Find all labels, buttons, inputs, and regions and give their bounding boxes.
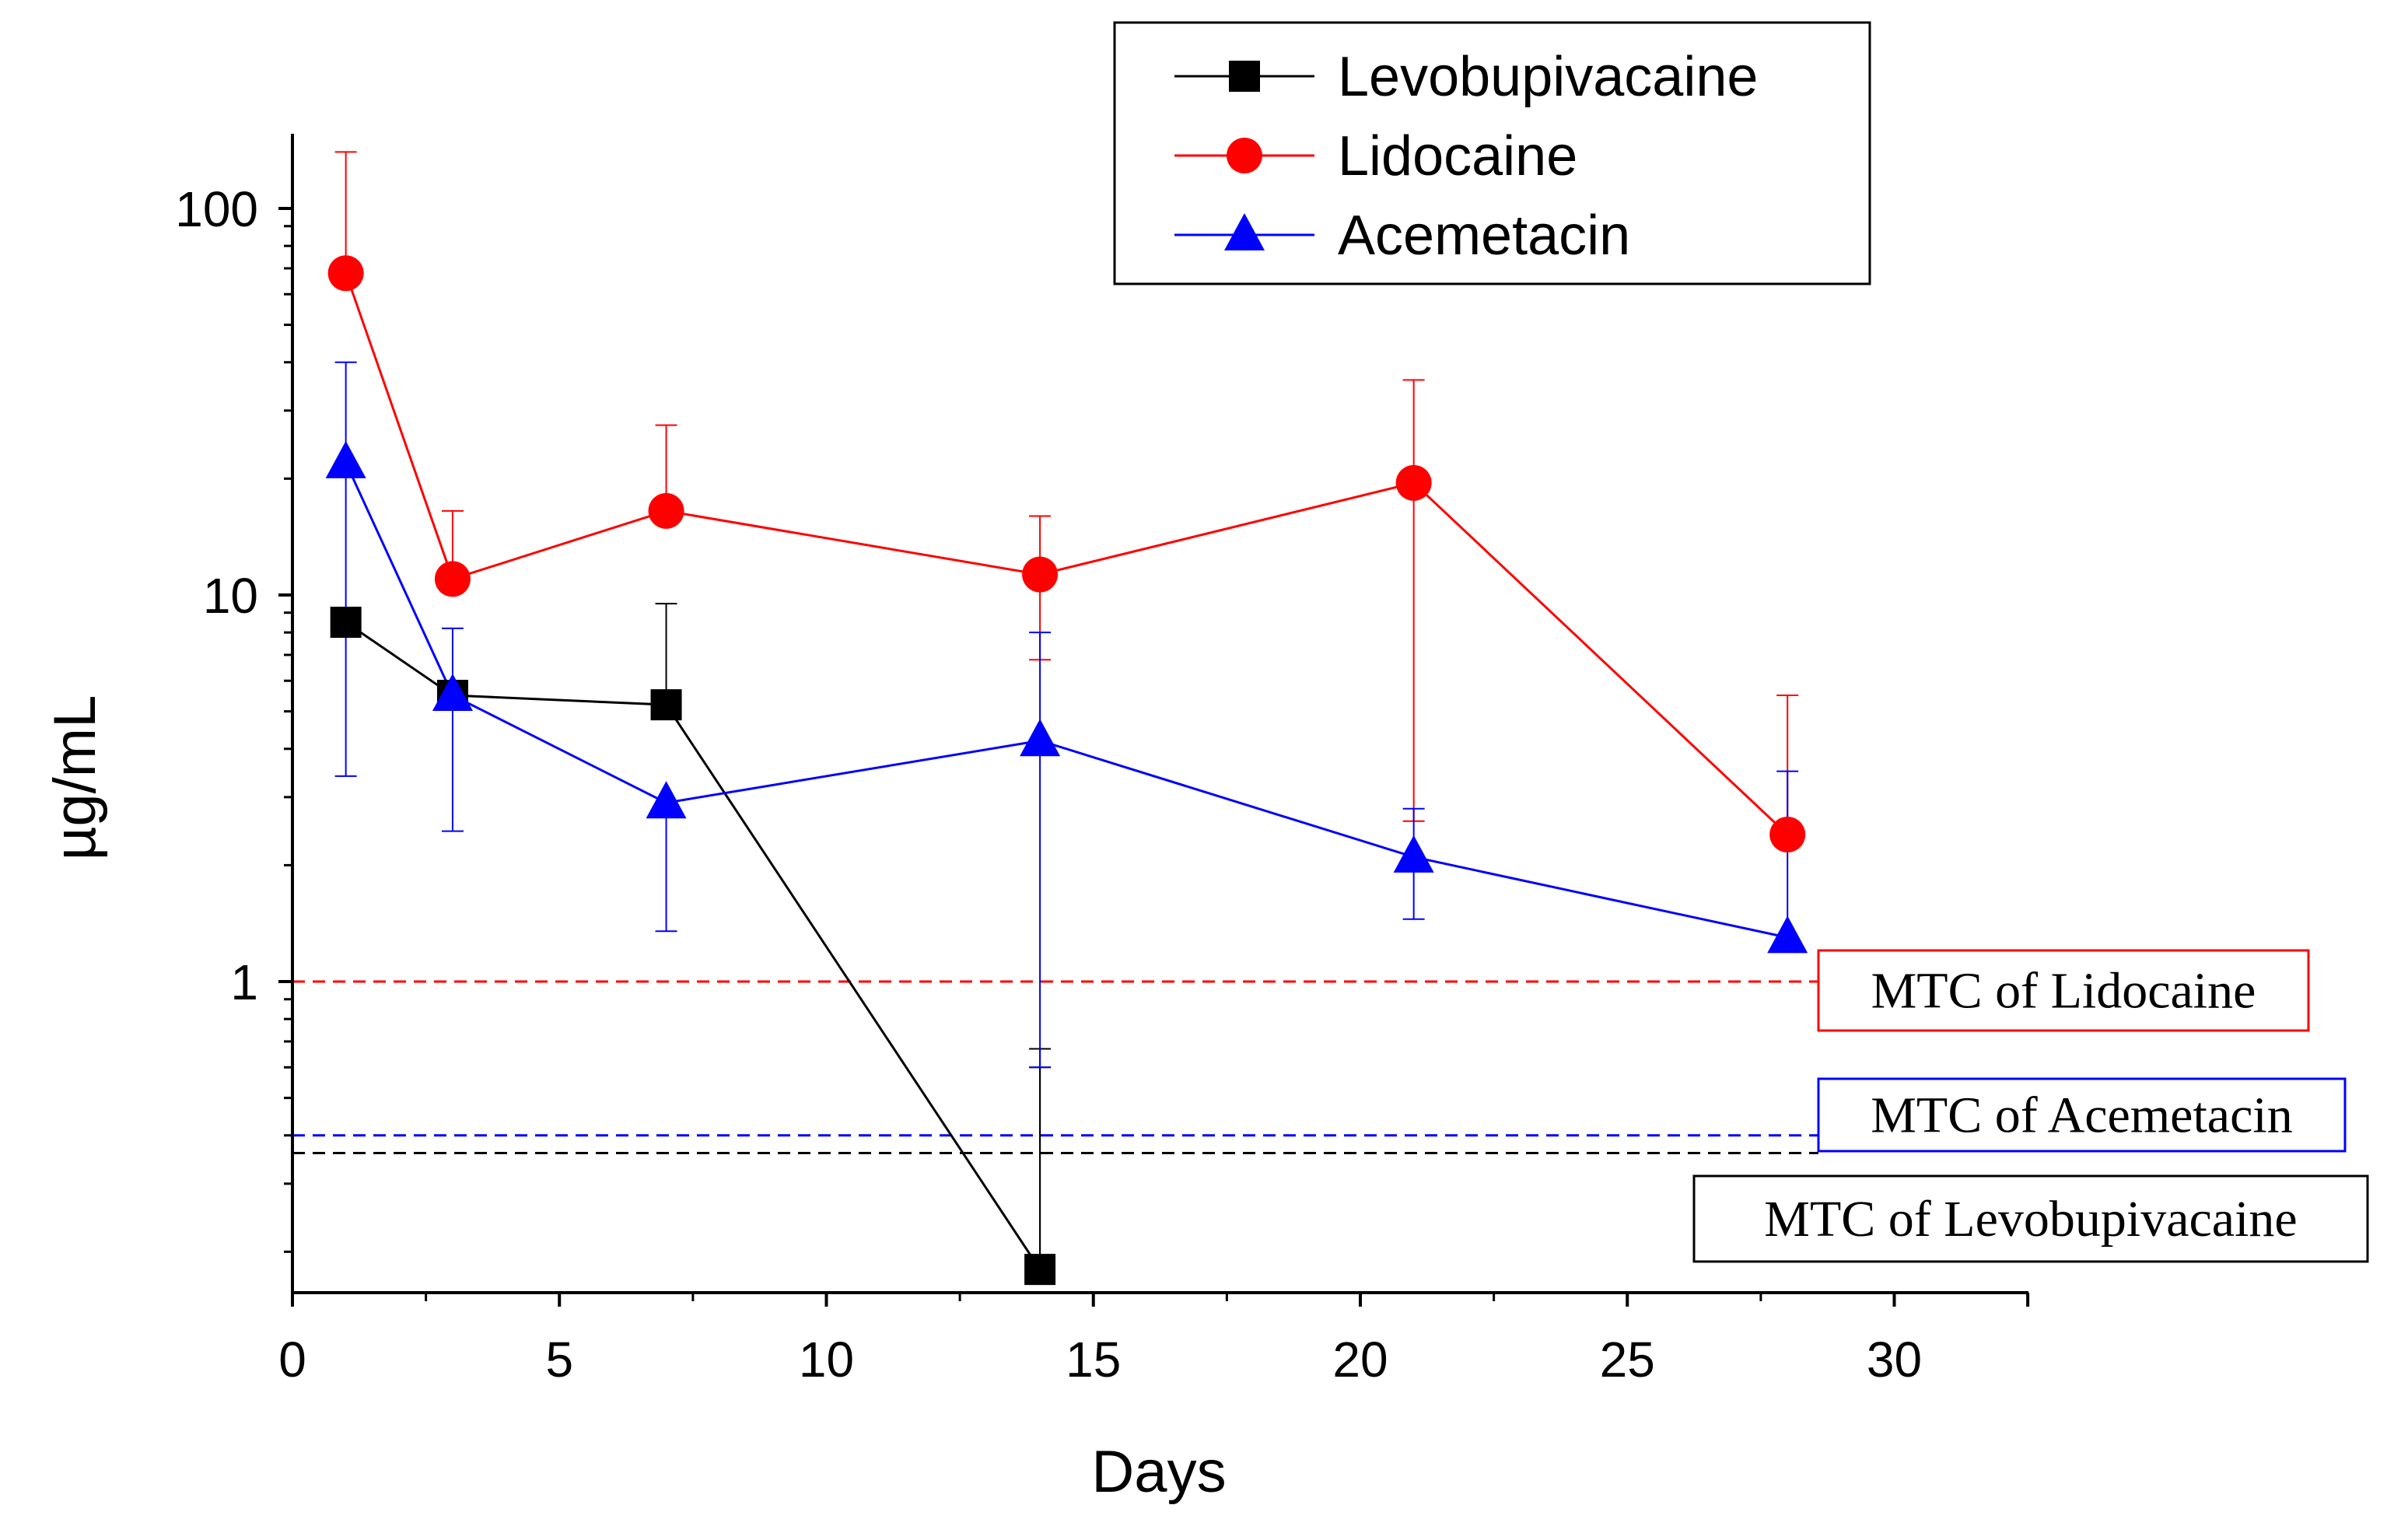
mtc-label-box-0 bbox=[1817, 949, 2310, 1032]
reference-lines-layer bbox=[292, 980, 1818, 1155]
acemetacin-point bbox=[1393, 835, 1434, 873]
x-tick-label: 5 bbox=[545, 1332, 573, 1388]
series-lines-layer bbox=[345, 272, 1789, 1270]
mtc-label-0: MTC of Lidocaine bbox=[1871, 963, 2256, 1020]
legend-marker-levobupivacaine bbox=[1229, 61, 1260, 92]
acemetacin-point bbox=[325, 440, 366, 478]
legend: Levobupivacaine Lidocaine Acemetacin bbox=[1113, 21, 1871, 285]
x-tick-label: 20 bbox=[1332, 1332, 1388, 1388]
x-tick-label: 0 bbox=[278, 1332, 306, 1388]
legend-marker-lidocaine bbox=[1227, 138, 1262, 173]
y-tick-label: 100 bbox=[175, 181, 258, 237]
mtc-label-box-2 bbox=[1692, 1174, 2369, 1263]
axes bbox=[291, 134, 2028, 1294]
y-tick-label: 1 bbox=[230, 954, 258, 1010]
levobupivacaine-point bbox=[330, 607, 362, 639]
ticks-layer: 0 5 10 15 20 25 30 1 10 100 bbox=[175, 181, 2030, 1388]
y-tick-label: 10 bbox=[203, 568, 258, 624]
lidocaine-point bbox=[327, 255, 364, 292]
markers-layer bbox=[325, 255, 1808, 1286]
x-tick-label: 15 bbox=[1066, 1332, 1121, 1388]
error-bars-layer bbox=[334, 151, 1799, 1270]
mtc-label-2: MTC of Levobupivacaine bbox=[1764, 1191, 2297, 1248]
lidocaine-series-line bbox=[345, 272, 1789, 836]
acemetacin-point bbox=[1767, 915, 1808, 954]
acemetacin-point bbox=[432, 674, 473, 712]
legend-marker-acemetacin bbox=[1224, 213, 1265, 250]
acemetacin-point bbox=[646, 781, 687, 819]
lidocaine-point bbox=[434, 561, 471, 597]
x-axis-title: Days bbox=[1091, 1439, 1226, 1505]
lidocaine-point bbox=[648, 492, 684, 529]
levobupivacaine-point bbox=[1024, 1254, 1056, 1286]
mtc-labels: MTC of Lidocaine MTC of Acemetacin MTC of … bbox=[1692, 949, 2369, 1263]
x-tick-label: 25 bbox=[1600, 1332, 1655, 1388]
lidocaine-point bbox=[1395, 464, 1432, 501]
levobupivacaine-point bbox=[650, 689, 682, 721]
acemetacin-series-line bbox=[345, 462, 1788, 939]
mtc-label-box-1 bbox=[1817, 1077, 2347, 1153]
legend-label-levobupivacaine: Levobupivacaine bbox=[1338, 46, 1758, 108]
levobupivacaine-series-line bbox=[345, 621, 1041, 1270]
y-axis-title: µg/mL bbox=[42, 695, 108, 861]
legend-label-lidocaine: Lidocaine bbox=[1338, 125, 1577, 187]
mtc-label-1: MTC of Acemetacin bbox=[1871, 1087, 2293, 1144]
lidocaine-point bbox=[1022, 556, 1059, 593]
x-tick-label: 30 bbox=[1867, 1332, 1922, 1388]
acemetacin-point bbox=[1020, 719, 1061, 757]
legend-label-acemetacin: Acemetacin bbox=[1338, 205, 1630, 267]
x-tick-label: 10 bbox=[799, 1332, 854, 1388]
lidocaine-point bbox=[1769, 817, 1806, 853]
